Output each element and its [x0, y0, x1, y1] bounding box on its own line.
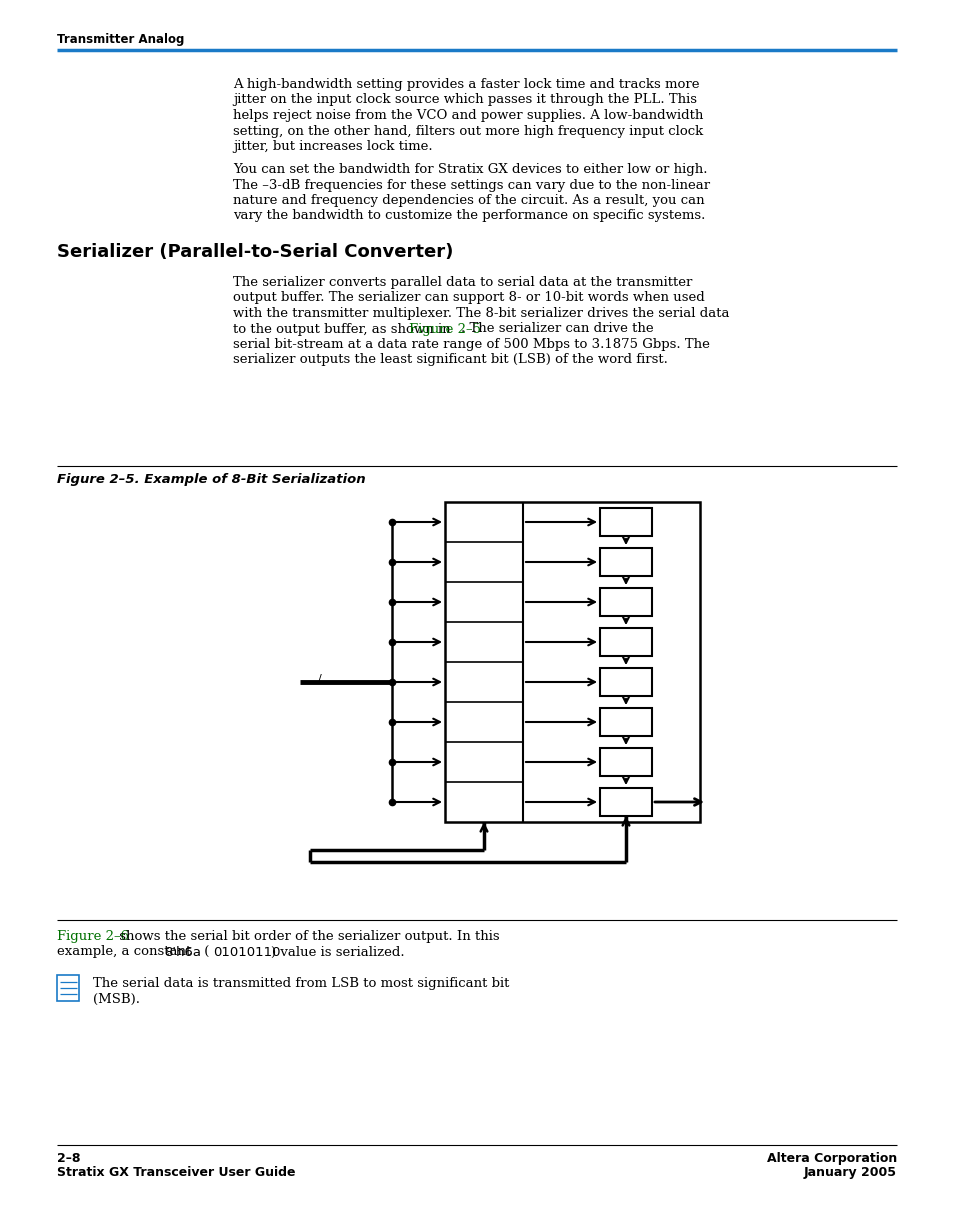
- Text: 8'h6a: 8'h6a: [164, 946, 201, 958]
- Text: jitter, but increases lock time.: jitter, but increases lock time.: [233, 140, 432, 153]
- Text: Figure 2–5. Example of 8-Bit Serialization: Figure 2–5. Example of 8-Bit Serializati…: [57, 472, 365, 486]
- Text: The –3-dB frequencies for these settings can vary due to the non-linear: The –3-dB frequencies for these settings…: [233, 178, 709, 191]
- Text: Serializer (Parallel-to-Serial Converter): Serializer (Parallel-to-Serial Converter…: [57, 243, 453, 261]
- Text: The serializer converts parallel data to serial data at the transmitter: The serializer converts parallel data to…: [233, 276, 692, 290]
- Text: Altera Corporation: Altera Corporation: [766, 1152, 896, 1164]
- Bar: [57, 975, 79, 1001]
- Bar: [599, 788, 651, 816]
- Bar: [444, 502, 700, 822]
- Text: serializer outputs the least significant bit (LSB) of the word first.: serializer outputs the least significant…: [233, 353, 667, 367]
- Text: Figure 2–6: Figure 2–6: [57, 930, 129, 944]
- Text: /: /: [317, 674, 321, 683]
- Text: January 2005: January 2005: [803, 1166, 896, 1179]
- Text: shows the serial bit order of the serializer output. In this: shows the serial bit order of the serial…: [115, 930, 499, 944]
- Text: setting, on the other hand, filters out more high frequency input clock: setting, on the other hand, filters out …: [233, 124, 702, 137]
- Text: helps reject noise from the VCO and power supplies. A low-bandwidth: helps reject noise from the VCO and powe…: [233, 109, 702, 121]
- Text: Figure 2–5: Figure 2–5: [409, 323, 480, 335]
- Text: 2–8: 2–8: [57, 1152, 80, 1164]
- Bar: [599, 748, 651, 775]
- Text: vary the bandwidth to customize the performance on specific systems.: vary the bandwidth to customize the perf…: [233, 210, 704, 222]
- Bar: [599, 708, 651, 736]
- Bar: [599, 508, 651, 536]
- Text: Stratix GX Transceiver User Guide: Stratix GX Transceiver User Guide: [57, 1166, 295, 1179]
- Text: (: (: [200, 946, 209, 958]
- Text: (MSB).: (MSB).: [92, 993, 140, 1005]
- Bar: [599, 548, 651, 575]
- Bar: [599, 628, 651, 656]
- Text: A high-bandwidth setting provides a faster lock time and tracks more: A high-bandwidth setting provides a fast…: [233, 79, 699, 91]
- Text: You can set the bandwidth for Stratix GX devices to either low or high.: You can set the bandwidth for Stratix GX…: [233, 163, 707, 175]
- Text: with the transmitter multiplexer. The 8-bit serializer drives the serial data: with the transmitter multiplexer. The 8-…: [233, 307, 729, 320]
- Text: example, a constant: example, a constant: [57, 946, 195, 958]
- Text: to the output buffer, as shown in: to the output buffer, as shown in: [233, 323, 455, 335]
- Bar: [599, 667, 651, 696]
- Bar: [599, 588, 651, 616]
- Text: output buffer. The serializer can support 8- or 10-bit words when used: output buffer. The serializer can suppor…: [233, 292, 704, 304]
- Text: Transmitter Analog: Transmitter Analog: [57, 33, 184, 45]
- Text: nature and frequency dependencies of the circuit. As a result, you can: nature and frequency dependencies of the…: [233, 194, 704, 207]
- Text: . The serializer can drive the: . The serializer can drive the: [460, 323, 653, 335]
- Text: 01010110: 01010110: [213, 946, 280, 958]
- Text: The serial data is transmitted from LSB to most significant bit: The serial data is transmitted from LSB …: [92, 977, 509, 990]
- Text: serial bit-stream at a data rate range of 500 Mbps to 3.1875 Gbps. The: serial bit-stream at a data rate range o…: [233, 337, 709, 351]
- Text: ) value is serialized.: ) value is serialized.: [271, 946, 404, 958]
- Text: jitter on the input clock source which passes it through the PLL. This: jitter on the input clock source which p…: [233, 93, 697, 107]
